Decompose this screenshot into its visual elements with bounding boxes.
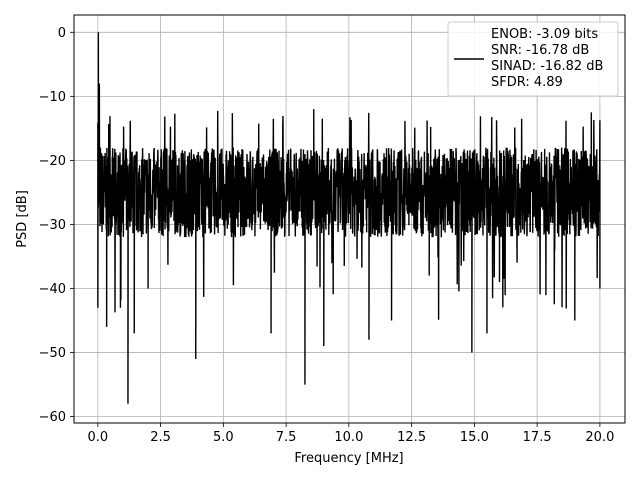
x-tick-label: 10.0 — [334, 430, 363, 445]
legend-enob: ENOB: -3.09 bits — [491, 27, 598, 42]
y-tick-label: −10 — [39, 90, 66, 105]
legend-sfdr: SFDR: 4.89 — [491, 75, 563, 90]
y-tick-label: −50 — [39, 346, 66, 361]
legend-sinad: SINAD: -16.82 dB — [491, 59, 603, 74]
x-tick-label: 5.0 — [213, 430, 234, 445]
x-tick-label: 2.5 — [150, 430, 171, 445]
x-tick-label: 0.0 — [88, 430, 109, 445]
x-axis-label: Frequency [MHz] — [294, 451, 403, 466]
y-tick-label: −40 — [39, 282, 66, 297]
y-tick-label: 0 — [58, 26, 66, 41]
y-tick-label: −60 — [39, 410, 66, 425]
x-tick-label: 15.0 — [460, 430, 489, 445]
legend: ENOB: -3.09 bits SNR: -16.78 dB SINAD: -… — [447, 21, 619, 97]
x-tick-label: 17.5 — [523, 430, 552, 445]
x-tick-label: 20.0 — [585, 430, 614, 445]
legend-snr: SNR: -16.78 dB — [491, 43, 589, 58]
legend-box — [447, 21, 619, 97]
x-axis: 0.0 2.5 5.0 7.5 10.0 12.5 15.0 17.5 20.0 — [88, 423, 614, 445]
y-tick-label: −30 — [39, 218, 66, 233]
y-axis-label: PSD [dB] — [15, 190, 30, 248]
plot-frame — [73, 14, 626, 424]
y-tick-label: −20 — [39, 154, 66, 169]
x-tick-label: 7.5 — [276, 430, 297, 445]
psd-series-line — [97, 32, 601, 404]
x-tick-label: 12.5 — [397, 430, 426, 445]
y-axis: 0 −10 −20 −30 −40 −50 −60 — [39, 26, 74, 425]
psd-trace — [97, 32, 601, 404]
